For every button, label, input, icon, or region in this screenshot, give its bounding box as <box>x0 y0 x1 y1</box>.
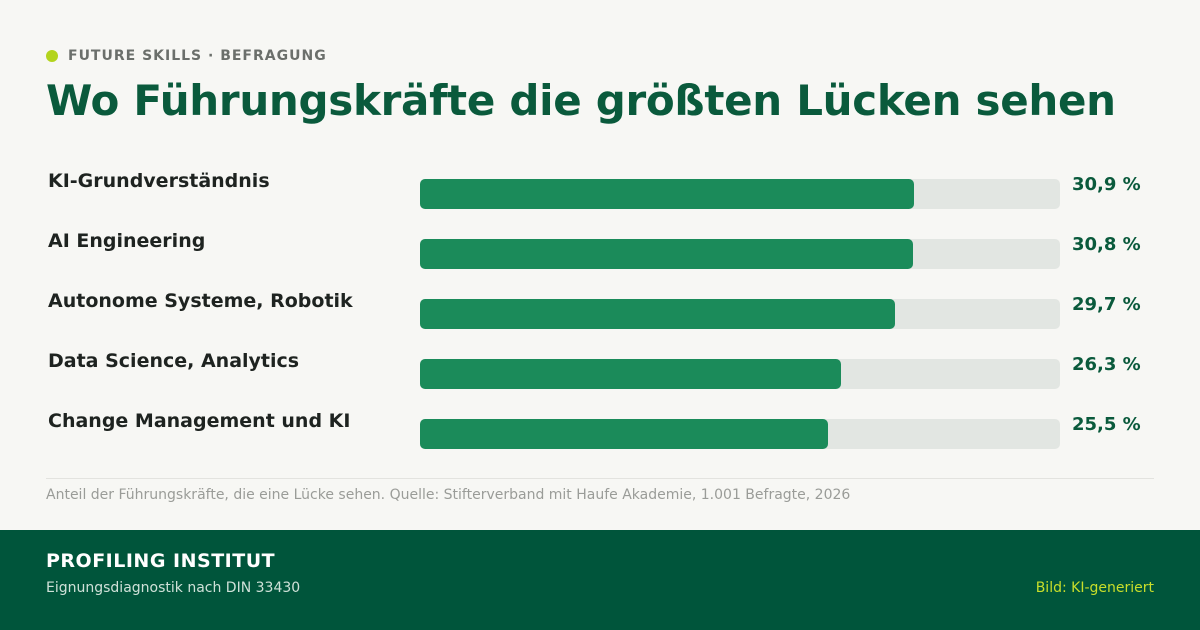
bar-track <box>420 419 1060 449</box>
bar-chart: KI-Grundverständnis 30,9 % AI Engineering 3… <box>0 170 1200 450</box>
value-label: 30,8 % <box>1072 234 1141 255</box>
bar-row: Autonome Systeme, Robotik 29,7 % <box>0 290 1200 330</box>
brand-tagline: Eignungsdiagnostik nach DIN 33430 <box>46 580 301 596</box>
bar <box>420 299 895 329</box>
value-label: 29,7 % <box>1072 294 1141 315</box>
bar-row: Data Science, Analytics 26,3 % <box>0 350 1200 390</box>
eyebrow-label: FUTURE SKILLS · BEFRAGUNG <box>68 48 327 64</box>
chart-title: Wo Führungskräfte die größten Lücken seh… <box>46 76 1116 125</box>
category-label: Change Management und KI <box>48 410 351 432</box>
value-label: 30,9 % <box>1072 174 1141 195</box>
bar-track <box>420 179 1060 209</box>
footer: PROFILING INSTITUT Eignungsdiagnostik na… <box>0 530 1200 630</box>
category-label: Data Science, Analytics <box>48 350 300 372</box>
bar <box>420 359 841 389</box>
bar-track <box>420 299 1060 329</box>
bar-row: KI-Grundverständnis 30,9 % <box>0 170 1200 210</box>
accent-dot-icon <box>46 50 58 62</box>
source-note: Anteil der Führungskräfte, die eine Lück… <box>46 487 851 503</box>
category-label: Autonome Systeme, Robotik <box>48 290 353 312</box>
value-label: 26,3 % <box>1072 354 1141 375</box>
bar-row: AI Engineering 30,8 % <box>0 230 1200 270</box>
bar <box>420 419 828 449</box>
value-label: 25,5 % <box>1072 414 1141 435</box>
category-label: AI Engineering <box>48 230 206 252</box>
bar-track <box>420 239 1060 269</box>
category-label: KI-Grundverständnis <box>48 170 270 192</box>
divider <box>46 478 1154 479</box>
bar-track <box>420 359 1060 389</box>
image-credit: Bild: KI-generiert <box>1035 580 1154 596</box>
bar-row: Change Management und KI 25,5 % <box>0 410 1200 450</box>
eyebrow: FUTURE SKILLS · BEFRAGUNG <box>46 48 327 64</box>
bar <box>420 179 914 209</box>
brand-name: PROFILING INSTITUT <box>46 550 276 572</box>
bar <box>420 239 913 269</box>
